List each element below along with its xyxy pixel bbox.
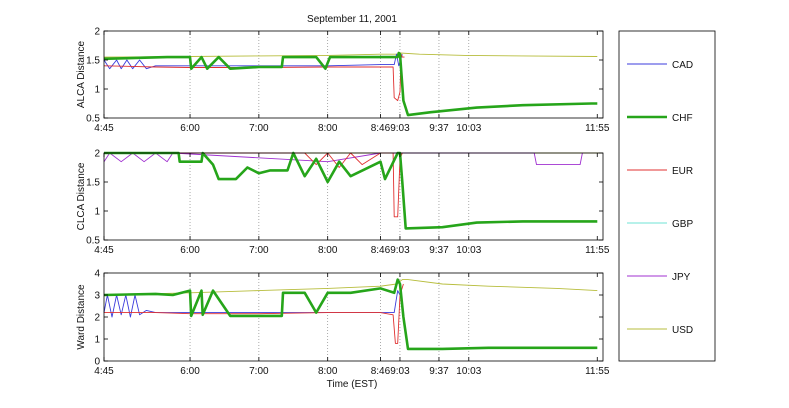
y-tick-label: 3 <box>94 291 100 302</box>
panel-3: 4:45 6:00 7:00 8:00 8:46 9:03 9:37 10:03 11:55 0 1… <box>76 269 610 378</box>
x-tick-label: 10:03 <box>456 245 481 256</box>
x-tick-label: 8:00 <box>318 123 338 134</box>
y-axis-label: Ward Distance <box>76 284 87 350</box>
x-tick-label: 7:00 <box>249 366 269 377</box>
panel-2: 4:45 6:00 7:00 8:00 8:46 9:03 9:37 10:03 11:55 0.… <box>76 149 610 257</box>
plot-area <box>104 31 603 118</box>
y-tick-label: 2 <box>94 313 100 324</box>
x-tick-label: 9:37 <box>429 366 449 377</box>
x-tick-label: 8:46 <box>371 366 391 377</box>
y-tick-label: 2 <box>94 149 100 160</box>
panel-1: 4:45 6:00 7:00 8:00 8:46 9:03 9:37 10:03 11:55 0.… <box>76 27 610 135</box>
panels: 4:45 6:00 7:00 8:00 8:46 9:03 9:37 10:03 11:550.… <box>76 27 610 378</box>
y-tick-label: 1 <box>94 85 100 96</box>
legend: CAD CHF EUR GBP JPY USD <box>618 30 716 362</box>
series-line-chf <box>103 51 598 117</box>
x-tick-label: 11:55 <box>585 123 610 134</box>
y-tick-label: 0 <box>94 357 100 368</box>
legend-label-eur: EUR <box>672 166 693 177</box>
y-tick-label: 0.5 <box>86 236 100 247</box>
x-tick-label: 8:00 <box>318 366 338 377</box>
y-tick-label: 1 <box>94 207 100 218</box>
chart-title: September 11, 2001 <box>307 14 397 25</box>
y-tick-label: 1 <box>94 335 100 346</box>
y-axis-label: ALCA Distance <box>76 40 87 108</box>
x-tick-label: 4:45 <box>94 245 114 256</box>
legend-label-cad: CAD <box>672 60 693 71</box>
legend-label-usd: USD <box>672 325 693 336</box>
y-tick-label: 0.5 <box>86 114 100 125</box>
legend-label-jpy: JPY <box>672 272 691 283</box>
y-tick-label: 2 <box>94 27 100 38</box>
x-axis-label: Time (EST) <box>327 379 378 390</box>
x-tick-label: 11:55 <box>585 366 610 377</box>
x-tick-label: 9:37 <box>429 245 449 256</box>
series-line-eur <box>104 283 404 344</box>
series-line-eur <box>104 152 403 218</box>
series-line-jpy <box>103 152 583 166</box>
y-tick-label: 1.5 <box>86 178 100 189</box>
x-tick-label: 4:45 <box>94 366 114 377</box>
plot-area <box>104 153 603 240</box>
x-tick-label: 6:00 <box>180 123 200 134</box>
x-tick-label: 8:00 <box>318 245 338 256</box>
plot-frame <box>103 30 604 119</box>
x-tick-label: 9:03 <box>390 245 410 256</box>
legend-label-chf: CHF <box>672 113 693 124</box>
legend-label-gbp: GBP <box>672 219 693 230</box>
series-line-chf <box>103 278 598 351</box>
x-tick-label: 7:00 <box>249 245 269 256</box>
x-tick-label: 10:03 <box>456 366 481 377</box>
y-tick-label: 4 <box>94 269 100 280</box>
x-tick-label: 6:00 <box>180 245 200 256</box>
x-tick-label: 11:55 <box>585 245 610 256</box>
plot-frame <box>103 152 604 241</box>
x-tick-label: 4:45 <box>94 123 114 134</box>
legend-box <box>618 30 716 362</box>
x-tick-label: 6:00 <box>180 366 200 377</box>
y-axis-label: CLCA Distance <box>76 162 87 230</box>
x-tick-label: 8:46 <box>371 123 391 134</box>
x-tick-label: 7:00 <box>249 123 269 134</box>
x-tick-label: 8:46 <box>371 245 391 256</box>
x-tick-label: 10:03 <box>456 123 481 134</box>
y-tick-label: 1.5 <box>86 56 100 67</box>
x-tick-label: 9:37 <box>429 123 449 134</box>
x-tick-label: 9:03 <box>390 123 410 134</box>
x-tick-label: 9:03 <box>390 366 410 377</box>
series-line-chf <box>104 151 598 230</box>
